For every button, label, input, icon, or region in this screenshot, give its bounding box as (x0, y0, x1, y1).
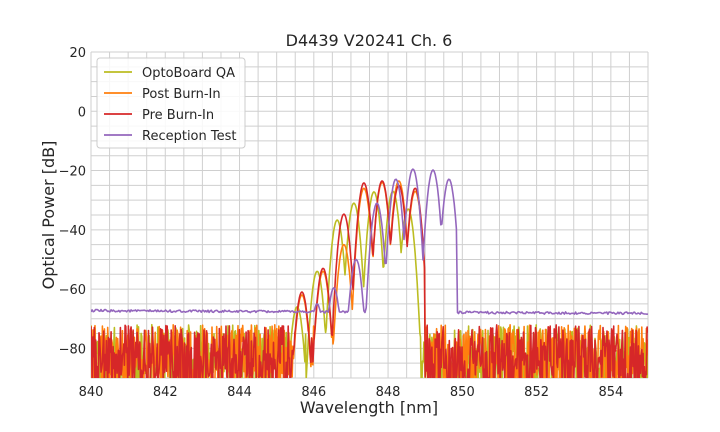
x-axis-label: Wavelength [nm] (300, 398, 438, 417)
y-tick-label: 0 (78, 105, 86, 120)
x-tick-label: 842 (153, 385, 178, 400)
legend-label: Pre Burn-In (142, 108, 214, 123)
legend: OptoBoard QA Post Burn-In Pre Burn-In Recep… (96, 57, 246, 149)
legend-label: Post Burn-In (142, 87, 221, 102)
y-tick-label: −20 (59, 165, 86, 180)
x-tick-label: 854 (598, 385, 623, 400)
y-tick-label: 20 (69, 46, 86, 61)
x-tick-label: 850 (450, 385, 475, 400)
tick-labels: 840 842 844 846 848 850 852 854 20 0 −20 −40 −60 −80 (59, 46, 624, 400)
legend-label: OptoBoard QA (142, 66, 235, 81)
legend-box (96, 57, 246, 149)
y-axis-label: Optical Power [dB] (39, 141, 58, 290)
y-tick-label: −60 (59, 283, 86, 298)
series-line-pre-burn-in (91, 180, 648, 378)
x-tick-label: 846 (301, 385, 326, 400)
x-tick-label: 848 (376, 385, 401, 400)
series-line-reception-test (91, 168, 648, 316)
x-tick-label: 844 (227, 385, 252, 400)
legend-label: Reception Test (142, 129, 236, 144)
y-tick-label: −40 (59, 224, 86, 239)
x-tick-label: 840 (79, 385, 104, 400)
y-tick-label: −80 (59, 342, 86, 357)
series-lines (91, 168, 648, 378)
chart-title: D4439 V20241 Ch. 6 (286, 31, 453, 50)
x-tick-label: 852 (524, 385, 549, 400)
